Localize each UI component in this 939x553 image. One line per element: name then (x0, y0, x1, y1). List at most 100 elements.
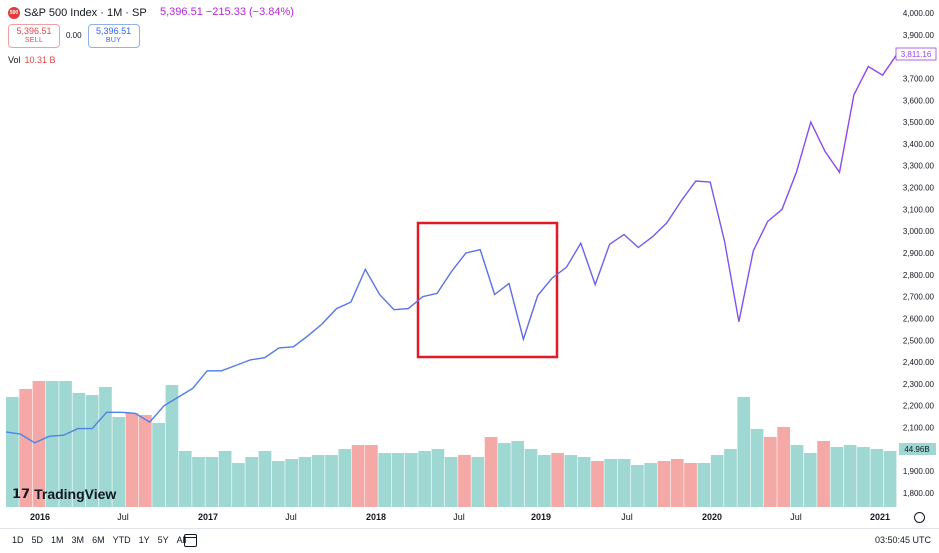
buy-price: 5,396.51 (96, 26, 132, 36)
price-tick-label: 3,400.00 (903, 140, 935, 149)
volume-bar (657, 461, 671, 507)
volume-bar (511, 441, 525, 507)
sell-button[interactable]: 5,396.51 SELL (8, 24, 60, 48)
volume-bar (404, 453, 418, 507)
time-tick-label: 2017 (198, 512, 218, 522)
volume-bar (59, 381, 72, 507)
volume-bar (112, 417, 126, 507)
volume-bar (843, 445, 857, 507)
volume-bar (232, 463, 245, 507)
time-tick-label: 2018 (366, 512, 386, 522)
symbol-title[interactable]: S&P 500 Index · 1M · SP (24, 7, 147, 19)
volume-bar (444, 457, 458, 507)
clock[interactable]: 03:50:45 UTC (874, 535, 931, 545)
volume-bar (870, 449, 884, 507)
volume-bar (830, 447, 844, 507)
price-line-path (5, 53, 898, 444)
price-tick-label: 2,900.00 (903, 249, 935, 258)
range-button-ytd[interactable]: YTD (112, 535, 131, 545)
volume-bar (285, 459, 298, 507)
buy-button[interactable]: 5,396.51 BUY (87, 24, 140, 48)
range-button-6m[interactable]: 6M (92, 535, 105, 545)
time-tick-label: 2019 (531, 512, 551, 522)
volume-bar (205, 457, 219, 507)
volume-bar (458, 455, 471, 507)
price-tick-label: 3,200.00 (903, 184, 935, 193)
volume-bar (750, 429, 764, 507)
time-tick-label: 2020 (702, 512, 722, 522)
time-tick-label: Jul (453, 512, 465, 522)
logo-text: TradingView (34, 486, 117, 502)
volume-bar (338, 449, 352, 507)
price-tick-label: 2,600.00 (903, 314, 935, 323)
range-button-5y[interactable]: 5Y (157, 535, 169, 545)
volume-bar (564, 455, 578, 507)
range-button-3m[interactable]: 3M (71, 535, 85, 545)
range-button-all[interactable]: All (176, 535, 187, 545)
volume-value: 10.31 B (24, 55, 56, 65)
price-tick-label: 3,600.00 (903, 96, 935, 105)
sell-label: SELL (24, 37, 44, 44)
price-tick-label: 3,300.00 (903, 162, 935, 171)
price-tick-label: 2,800.00 (903, 271, 935, 280)
volume-bar (551, 453, 564, 507)
volume-bar (670, 459, 684, 507)
gear-icon[interactable] (914, 512, 925, 523)
tradingview-logo[interactable]: 𝟭𝟳 TradingView (12, 486, 116, 502)
volume-bar (577, 457, 591, 507)
calendar-icon[interactable] (184, 534, 197, 547)
volume-bar (591, 461, 604, 507)
sell-price: 5,396.51 (16, 26, 52, 36)
price-tick-label: 2,100.00 (903, 424, 935, 433)
volume-bar (271, 461, 285, 507)
time-tick-label: Jul (285, 512, 297, 522)
volume-bar (192, 457, 205, 507)
price-tick-label: 2,500.00 (903, 336, 935, 345)
volume-bar (471, 457, 485, 507)
price-tick-label: 2,700.00 (903, 293, 935, 302)
time-tick-label: Jul (621, 512, 633, 522)
range-button-5d[interactable]: 5D (31, 535, 44, 545)
volume-bar (710, 455, 724, 507)
volume-bar (365, 445, 378, 507)
volume-bar (498, 443, 511, 507)
volume-bar (604, 459, 618, 507)
volume-bar (165, 385, 179, 507)
volume-bar (245, 457, 259, 507)
volume-bar (631, 465, 644, 507)
time-tick-label: 2016 (30, 512, 50, 522)
volume-bar (817, 441, 830, 507)
volume-bar (6, 397, 19, 507)
range-button-1y[interactable]: 1Y (138, 535, 150, 545)
tradingview-logo-icon: 𝟭𝟳 (12, 486, 31, 501)
volume-bar (19, 389, 32, 507)
volume-bar (431, 449, 445, 507)
volume-bar (537, 455, 551, 507)
price-tick-label: 3,500.00 (903, 118, 935, 127)
price-tick-label: 3,000.00 (903, 227, 935, 236)
price-tick-label: 1,900.00 (903, 467, 935, 476)
time-tick-label: Jul (790, 512, 802, 522)
volume-bars (6, 381, 897, 507)
volume-bar (178, 451, 192, 507)
volume-legend: Vol 10.31 B (8, 53, 147, 67)
volume-bar (311, 455, 325, 507)
time-axis: 2016 Jul 2017 Jul 2018 Jul 2019 Jul 2020 Jul 2021 (30, 512, 890, 522)
svg-text:3,811.16: 3,811.16 (901, 50, 932, 59)
price-tick-label: 3,900.00 (903, 31, 935, 40)
time-tick-label: 2021 (870, 512, 890, 522)
price-tick-label: 4,000.00 (903, 9, 935, 18)
volume-bar (857, 447, 870, 507)
volume-bar (724, 449, 737, 507)
volume-bar (85, 395, 99, 507)
ohlc-values: 5,396.51 −215.33 (−3.84%) (160, 6, 294, 18)
range-button-1m[interactable]: 1M (51, 535, 64, 545)
range-button-1d[interactable]: 1D (12, 535, 24, 545)
bottom-toolbar: 1D 5D 1M 3M 6M YTD 1Y 5Y All 03:50:45 UTC (0, 528, 939, 553)
volume-bar (325, 455, 338, 507)
price-tick-label: 1,800.00 (903, 489, 935, 498)
volume-bar (644, 463, 658, 507)
volume-bar (258, 451, 272, 507)
buy-label: BUY (105, 37, 122, 44)
